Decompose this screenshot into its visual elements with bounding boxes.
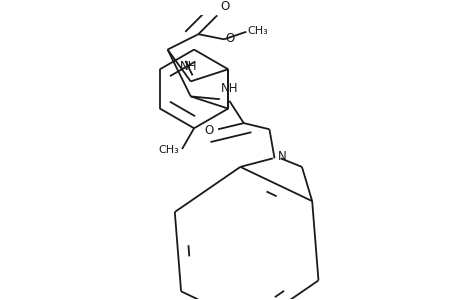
Text: CH₃: CH₃ <box>158 145 179 155</box>
Text: O: O <box>219 0 229 13</box>
Text: CH₃: CH₃ <box>247 26 268 36</box>
Text: N: N <box>277 150 286 163</box>
Text: NH: NH <box>180 60 197 73</box>
Text: NH: NH <box>220 82 238 95</box>
Text: O: O <box>225 32 234 45</box>
Text: O: O <box>204 124 213 137</box>
